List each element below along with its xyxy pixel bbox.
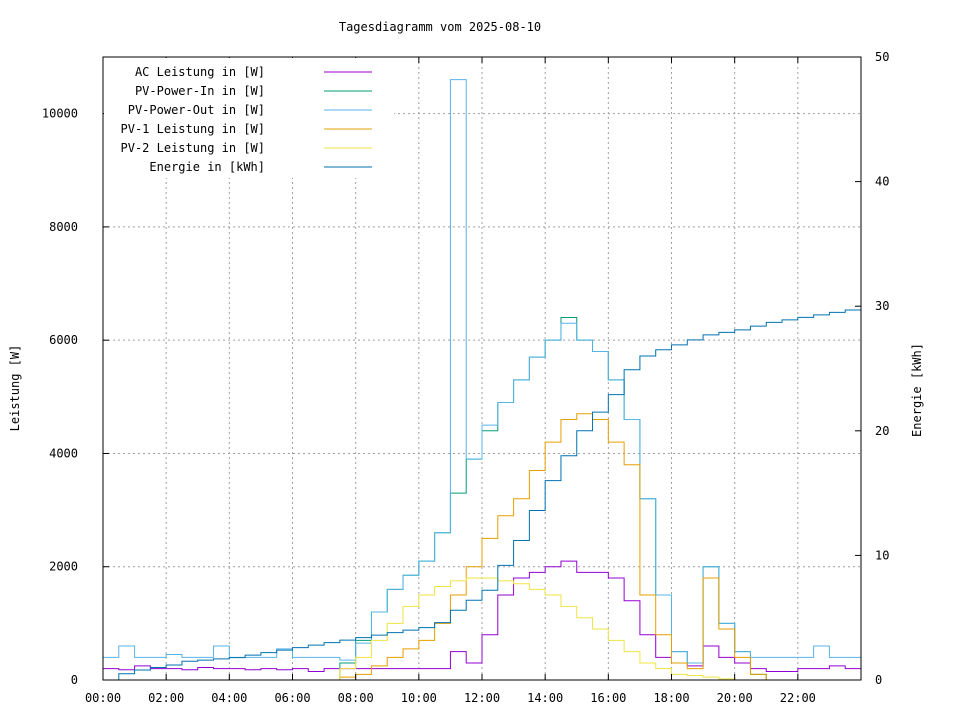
- x-tick-label: 00:00: [85, 691, 121, 705]
- y2-axis-label: Energie [kWh]: [910, 343, 924, 437]
- x-tick-label: 22:00: [780, 691, 816, 705]
- series-line-energie-in-kwh: [103, 307, 862, 681]
- x-tick-label: 12:00: [464, 691, 500, 705]
- y2-tick-label: 20: [875, 424, 889, 438]
- series-line-ac-leistung-in-w: [103, 560, 861, 673]
- y2-tick-label: 0: [875, 673, 882, 687]
- x-tick-label: 16:00: [590, 691, 626, 705]
- legend-label: Energie in [kWh]: [149, 160, 265, 174]
- y2-tick-label: 30: [875, 299, 889, 313]
- legend: AC Leistung in [W] PV-Power-In in [W] PV-P…: [121, 65, 372, 174]
- x-tick-label: 10:00: [401, 691, 437, 705]
- legend-box: [104, 58, 394, 178]
- x-tick-label: 18:00: [653, 691, 689, 705]
- x-tick-label: 08:00: [338, 691, 374, 705]
- y2-tick-label: 40: [875, 175, 889, 189]
- y-tick-label: 2000: [49, 560, 78, 574]
- x-tick-label: 14:00: [527, 691, 563, 705]
- chart-title: Tagesdiagramm vom 2025-08-10: [339, 20, 541, 34]
- legend-label: AC Leistung in [W]: [135, 65, 265, 79]
- y-tick-label: 6000: [49, 333, 78, 347]
- y2-tick-label: 50: [875, 50, 889, 64]
- legend-label: PV-2 Leistung in [W]: [121, 141, 266, 155]
- legend-label: PV-1 Leistung in [W]: [121, 122, 266, 136]
- x-tick-label: 02:00: [148, 691, 184, 705]
- y-tick-label: 8000: [49, 220, 78, 234]
- legend-label: PV-Power-In in [W]: [135, 84, 265, 98]
- y-tick-label: 10000: [42, 107, 78, 121]
- x-tick-label: 20:00: [717, 691, 753, 705]
- y2-tick-label: 10: [875, 548, 889, 562]
- y-tick-label: 4000: [49, 446, 78, 460]
- x-tick-label: 06:00: [274, 691, 310, 705]
- y-axis-label: Leistung [W]: [8, 345, 22, 432]
- x-tick-label: 04:00: [211, 691, 247, 705]
- y-tick-label: 0: [71, 673, 78, 687]
- legend-label: PV-Power-Out in [W]: [128, 103, 265, 117]
